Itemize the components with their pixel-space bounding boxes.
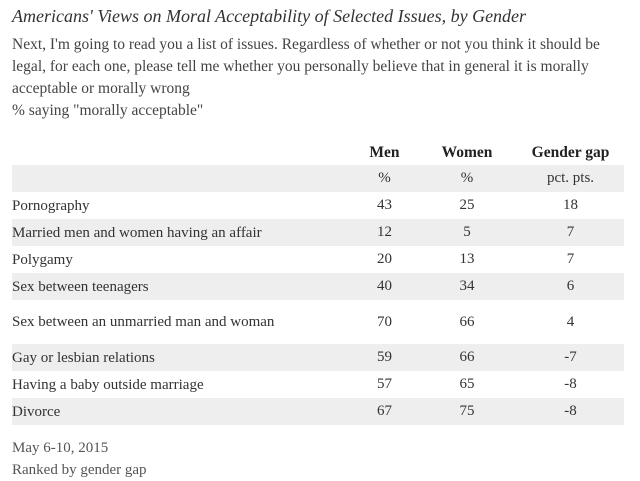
header-row: Men Women Gender gap [12,140,624,165]
survey-date: May 6-10, 2015 [12,440,109,456]
table-row: Sex between an unmarried man and woman 70… [12,300,624,344]
men-value-cell: 57 [377,376,392,392]
table-row: Polygamy 20 13 7 [12,246,624,273]
table-row: Sex between teenagers 40 34 6 [12,273,624,300]
gap-column-header: Gender gap [531,143,610,161]
men-value-cell: 70 [377,313,392,330]
men-unit: % [352,165,417,192]
women-value-cell: 66 [417,344,517,371]
issue-cell: Sex between an unmarried man and woman [12,314,275,330]
women-value-cell: 13 [459,251,475,267]
results-table: Men Women Gender gap % % pct. pts. Porno… [12,140,624,425]
issue-cell: Gay or lesbian relations [12,344,352,371]
men-value-cell: 43 [377,197,392,213]
gap-value-cell: -8 [564,376,577,392]
chart-title: Americans' Views on Moral Acceptability … [12,6,527,26]
ranking-note: Ranked by gender gap [12,462,147,478]
table-row: Divorce 67 75 -8 [12,398,624,425]
issue-cell: Divorce [12,398,352,425]
table-row: Gay or lesbian relations 59 66 -7 [12,344,624,371]
gap-value-cell: -8 [517,398,624,425]
women-value-cell: 75 [417,398,517,425]
men-value-cell: 20 [377,251,392,267]
issue-cell: Sex between teenagers [12,273,352,300]
women-value-cell: 25 [459,197,475,213]
measure-subtitle: % saying "morally acceptable" [12,102,204,119]
gap-value-cell: 6 [517,273,624,300]
issue-cell: Having a baby outside marriage [12,376,204,393]
table-row: Pornography 43 25 18 [12,192,624,219]
table-row: Having a baby outside marriage 57 65 -8 [12,371,624,398]
women-value-cell: 66 [459,313,475,330]
men-column-header: Men [369,143,400,161]
survey-question: Next, I'm going to read you a list of is… [12,36,600,97]
men-value-cell: 67 [352,398,417,425]
footer: May 6-10, 2015 Ranked by gender gap [12,437,147,481]
gap-value-cell: 4 [566,313,575,330]
units-label [12,165,352,192]
men-value-cell: 12 [352,219,417,246]
women-value-cell: 65 [459,376,475,392]
gap-value-cell: 18 [563,197,578,213]
gap-value-cell: 7 [517,219,624,246]
issue-column-header [12,140,352,165]
gap-unit: pct. pts. [517,165,624,192]
women-value-cell: 5 [417,219,517,246]
women-value-cell: 34 [417,273,517,300]
women-column-header: Women [441,143,493,161]
women-unit: % [417,165,517,192]
table-row: Married men and women having an affair 12… [12,219,624,246]
gap-value-cell: -7 [517,344,624,371]
issue-cell: Married men and women having an affair [12,219,352,246]
issue-cell: Pornography [12,197,90,214]
gap-value-cell: 7 [566,251,575,267]
men-value-cell: 40 [352,273,417,300]
men-value-cell: 59 [352,344,417,371]
units-row: % % pct. pts. [12,165,624,192]
issue-cell: Polygamy [12,251,73,268]
